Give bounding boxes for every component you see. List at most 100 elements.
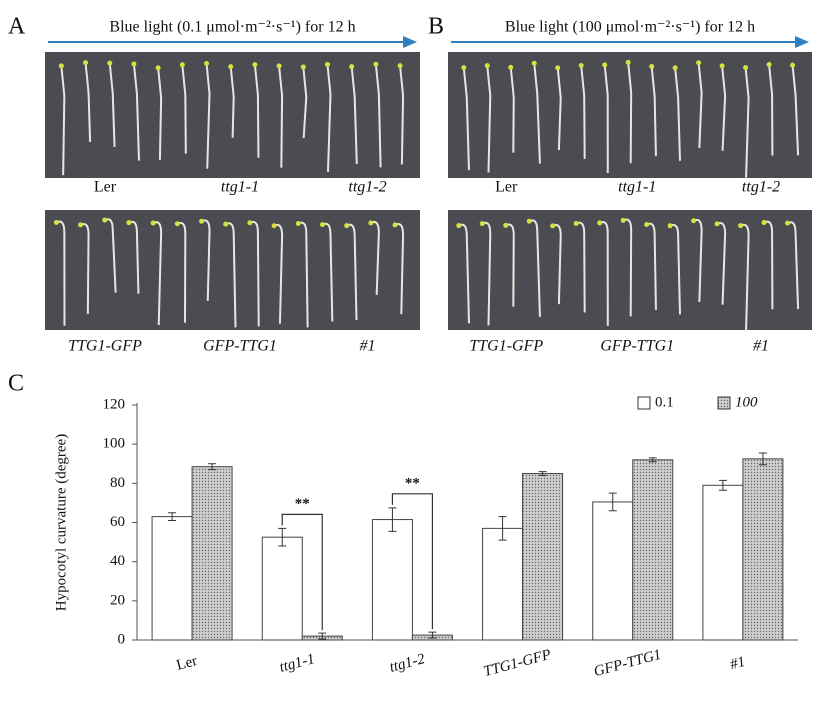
seedling — [697, 62, 703, 149]
bar — [702, 484, 744, 641]
cotyledon — [555, 65, 561, 71]
cotyledon — [479, 221, 485, 227]
bar — [592, 501, 634, 641]
seedling — [486, 65, 492, 173]
cotyledon — [58, 63, 64, 69]
cotyledon — [531, 60, 537, 66]
error-bar — [758, 452, 767, 466]
photo-label: ttg1-2 — [742, 179, 780, 196]
seedling — [674, 67, 681, 161]
y-axis-label: Hypocotyl curvature (degree) — [53, 434, 69, 611]
cotyledon — [790, 62, 796, 68]
bar — [151, 516, 193, 641]
panel-letter: C — [8, 371, 24, 397]
error-bar — [538, 471, 547, 476]
cotyledon — [719, 63, 725, 69]
bar — [261, 536, 303, 641]
cotyledon — [324, 61, 330, 67]
cotyledon — [223, 221, 229, 227]
seedling — [229, 66, 235, 138]
cotyledon — [392, 222, 398, 228]
cotyledon — [456, 223, 462, 229]
seedling — [350, 66, 358, 165]
seedling — [302, 66, 308, 139]
cotyledon — [107, 60, 113, 66]
seedling — [60, 65, 66, 176]
y-tick-label: 100 — [103, 436, 126, 452]
cotyledon — [597, 220, 603, 226]
x-tick-label: #1 — [728, 654, 747, 673]
cotyledon — [276, 63, 282, 69]
legend-label: 100 — [735, 394, 758, 410]
photo-label: TTG1-GFP — [469, 338, 543, 355]
seedling — [744, 67, 750, 178]
seedling — [374, 64, 382, 168]
panel-letter: B — [428, 14, 444, 40]
cotyledon — [126, 220, 132, 226]
seedling — [721, 65, 727, 151]
seedling — [768, 64, 774, 156]
cotyledon — [295, 221, 301, 227]
significance-bracket — [391, 493, 434, 630]
photo-label: ttg1-2 — [348, 179, 386, 196]
photo-label: GFP-TTG1 — [600, 338, 674, 355]
cotyledon — [155, 65, 161, 71]
bar — [371, 519, 413, 641]
error-bar — [208, 463, 217, 471]
x-tick-label: GFP-TTG1 — [592, 647, 663, 680]
error-bar — [498, 516, 507, 541]
legend-swatch — [717, 396, 731, 410]
x-tick-label: ttg1-1 — [278, 651, 317, 676]
seedling — [132, 63, 140, 161]
x-tick-label: Ler — [175, 653, 199, 674]
cotyledon — [672, 65, 678, 71]
error-bar — [388, 507, 397, 532]
cotyledon — [397, 63, 403, 69]
significance-bracket — [281, 513, 323, 631]
cotyledon — [667, 223, 673, 229]
cotyledon — [649, 64, 655, 70]
cotyledon — [602, 62, 608, 68]
cotyledon — [373, 61, 379, 67]
error-bar — [168, 512, 177, 522]
cotyledon — [644, 222, 650, 228]
seedling — [791, 65, 800, 156]
seedling — [509, 67, 515, 153]
cotyledon — [620, 217, 626, 223]
bar — [191, 466, 233, 641]
cotyledon — [484, 63, 490, 69]
cotyledon — [102, 217, 108, 223]
cotyledon — [573, 221, 579, 227]
seedling — [181, 64, 187, 154]
cotyledon — [204, 61, 210, 67]
seedling — [580, 65, 586, 159]
cotyledon — [179, 62, 185, 68]
x-tick-label: TTG1-GFP — [482, 647, 553, 680]
seedling — [157, 67, 163, 160]
y-tick-label: 40 — [110, 553, 125, 569]
seedling — [278, 65, 284, 168]
error-bar — [718, 479, 727, 491]
seedling — [556, 67, 562, 151]
cotyledon — [578, 63, 584, 69]
cotyledon — [368, 220, 374, 226]
seedling — [603, 64, 609, 174]
y-tick-label: 80 — [110, 475, 125, 491]
cotyledon — [199, 218, 205, 224]
photo-label: ttg1-1 — [618, 179, 656, 196]
legend-label: 0.1 — [655, 394, 674, 410]
y-tick-label: 60 — [110, 514, 125, 530]
cotyledon — [550, 223, 556, 229]
cotyledon — [349, 64, 355, 70]
bar — [482, 527, 524, 641]
error-bar — [278, 527, 287, 547]
seedling — [399, 65, 405, 165]
significance-mark: ** — [405, 475, 420, 491]
cotyledon — [319, 222, 325, 228]
cotyledon — [743, 65, 749, 71]
bar — [632, 459, 674, 641]
panel-title: Blue light (0.1 μmol·m⁻²·s⁻¹) for 12 h — [109, 19, 355, 36]
cotyledon — [83, 60, 89, 66]
cotyledon — [53, 219, 59, 225]
